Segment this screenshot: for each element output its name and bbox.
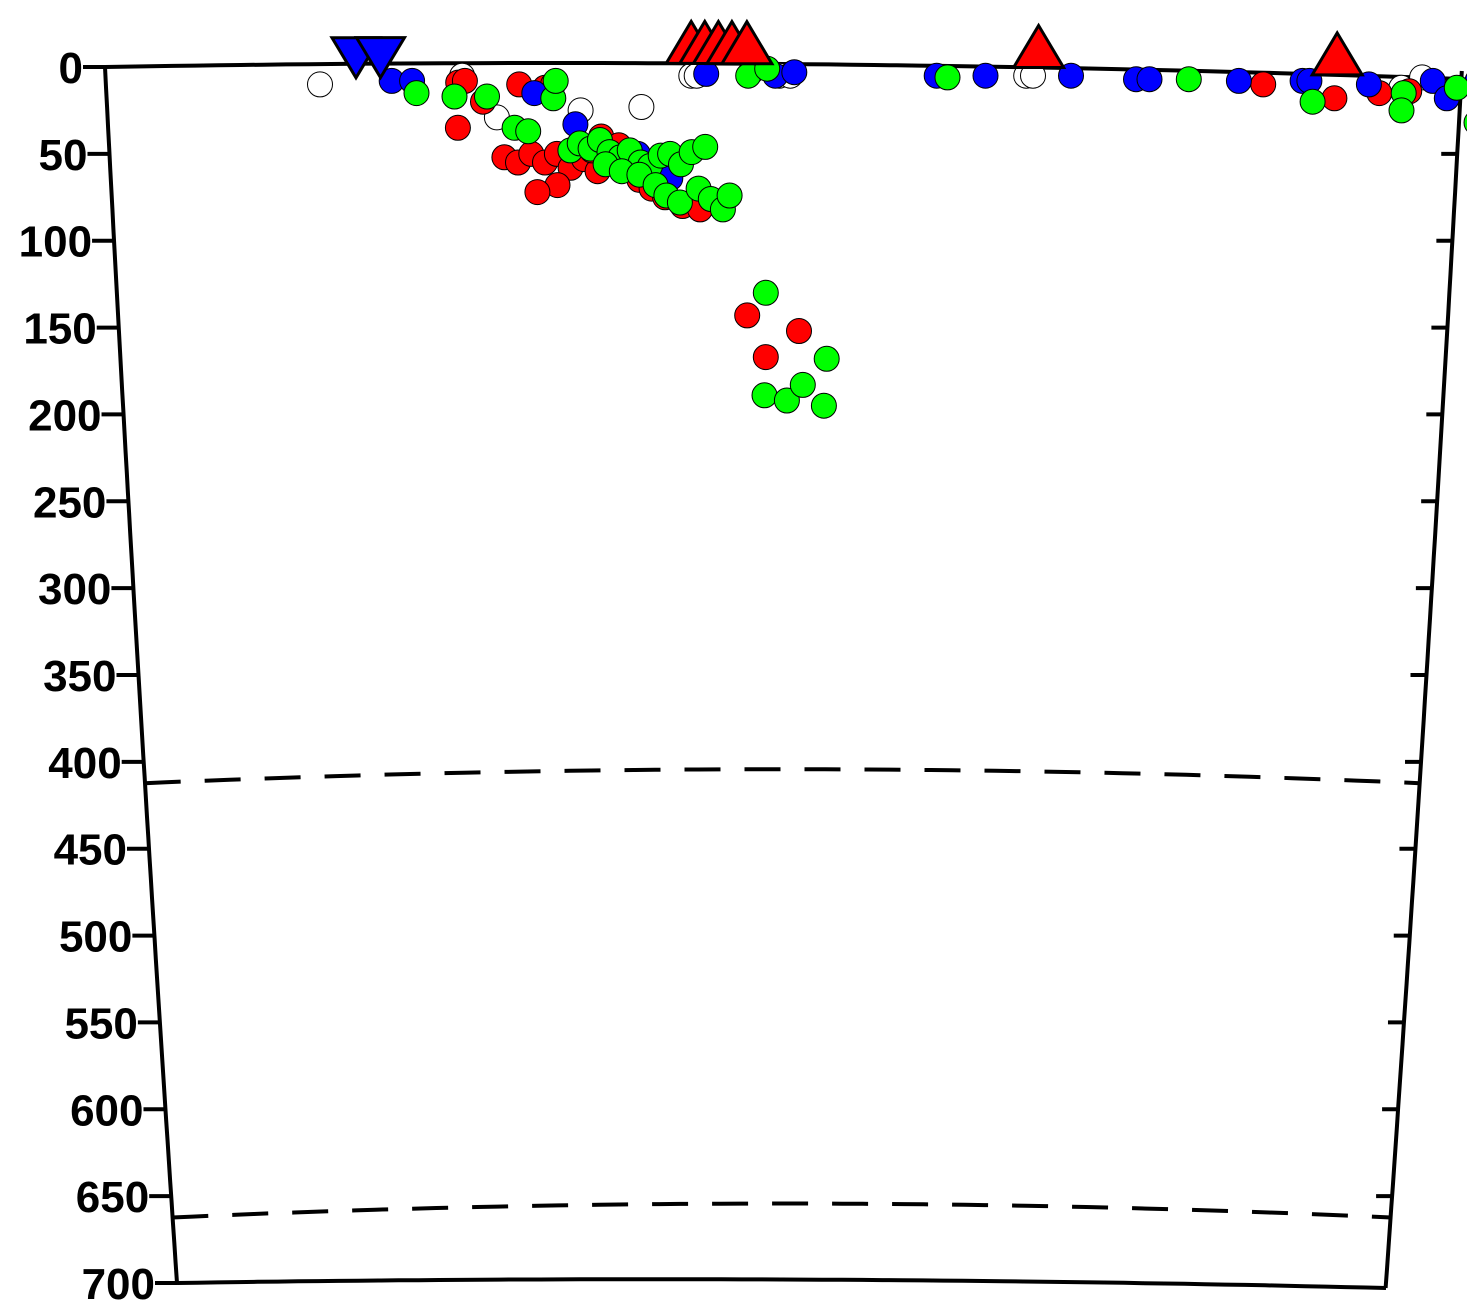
depth-tick-label: 650	[76, 1173, 149, 1222]
station-triangle-up-red	[719, 18, 775, 66]
hypocenter-blue	[693, 60, 720, 87]
section-frame	[103, 61, 1464, 1290]
hypocenter-green	[752, 279, 779, 306]
hypocenter-red	[752, 344, 779, 371]
hypocenter-blue	[1136, 66, 1163, 93]
hypocenter-green	[789, 371, 816, 398]
hypocenter-green	[813, 345, 840, 372]
hypocenter-green	[810, 392, 837, 419]
right-axis-ticks	[1376, 151, 1458, 1199]
hypocenter-green	[751, 382, 778, 409]
depth-tick-label: 500	[59, 913, 132, 962]
hypocenter-green	[474, 83, 500, 110]
hypocenter-points	[307, 55, 1467, 419]
depth-tick-label: 200	[28, 391, 101, 440]
hypocenter-blue	[1419, 67, 1446, 94]
left-axis-ticks	[83, 65, 177, 1285]
hypocenter-white	[307, 71, 333, 98]
depth-tick-label: 350	[43, 652, 116, 701]
bottom-boundary	[176, 1277, 1387, 1290]
depth-tick-label: 0	[59, 44, 83, 93]
depth-tick-label: 600	[70, 1086, 143, 1135]
hypocenter-red	[444, 114, 471, 141]
right-boundary	[1383, 70, 1464, 1289]
hypocenter-green	[403, 80, 430, 107]
depth-tick-label: 250	[33, 478, 106, 527]
hypocenter-green	[934, 64, 961, 91]
hypocenter-white	[628, 94, 655, 120]
hypocenter-green	[542, 67, 569, 94]
station-triangle-down-blue	[353, 36, 408, 81]
hypocenter-red	[524, 179, 551, 206]
discontinuity-410	[144, 767, 1420, 786]
hypocenter-green	[666, 189, 693, 216]
hypocenter-green	[716, 182, 743, 209]
depth-tick-label: 550	[64, 999, 137, 1048]
hypocenter-blue	[1355, 71, 1382, 98]
depth-tick-label: 700	[82, 1260, 155, 1309]
hypocenter-green	[692, 133, 719, 160]
hypocenter-green	[773, 387, 800, 414]
depth-tick-label: 400	[48, 739, 121, 788]
hypocenter-green	[515, 118, 542, 145]
hypocenter-blue	[1225, 67, 1252, 94]
hypocenter-green	[1299, 88, 1326, 115]
discontinuity-lines	[144, 767, 1420, 1220]
hypocenter-red	[1250, 71, 1277, 98]
hypocenter-blue	[1058, 62, 1084, 89]
hypocenter-red	[786, 318, 812, 344]
discontinuity-660	[172, 1201, 1391, 1220]
hypocenter-red	[1321, 85, 1348, 112]
depth-tick-labels: 0 50 100 150 200 250 300 350 400 450 500 550 600 650 7…	[19, 44, 155, 1309]
depth-tick-label: 450	[54, 826, 127, 875]
hypocenter-green	[1463, 113, 1467, 132]
hypocenter-blue	[781, 59, 808, 86]
hypocenter-blue	[972, 62, 999, 89]
station-triangle-up-red	[1010, 22, 1067, 69]
depth-tick-label: 150	[23, 305, 96, 354]
hypocenter-red	[734, 302, 761, 329]
hypocenter-green	[1443, 74, 1467, 101]
hypocenter-green	[1388, 97, 1415, 124]
station-triangle-up-red	[1309, 29, 1365, 77]
station-markers	[329, 18, 1365, 81]
hypocenter-green	[1175, 66, 1202, 93]
depth-tick-label: 50	[39, 131, 88, 180]
hypocenter-green	[441, 83, 468, 110]
depth-tick-label: 100	[19, 218, 92, 267]
depth-tick-label: 300	[38, 565, 111, 614]
